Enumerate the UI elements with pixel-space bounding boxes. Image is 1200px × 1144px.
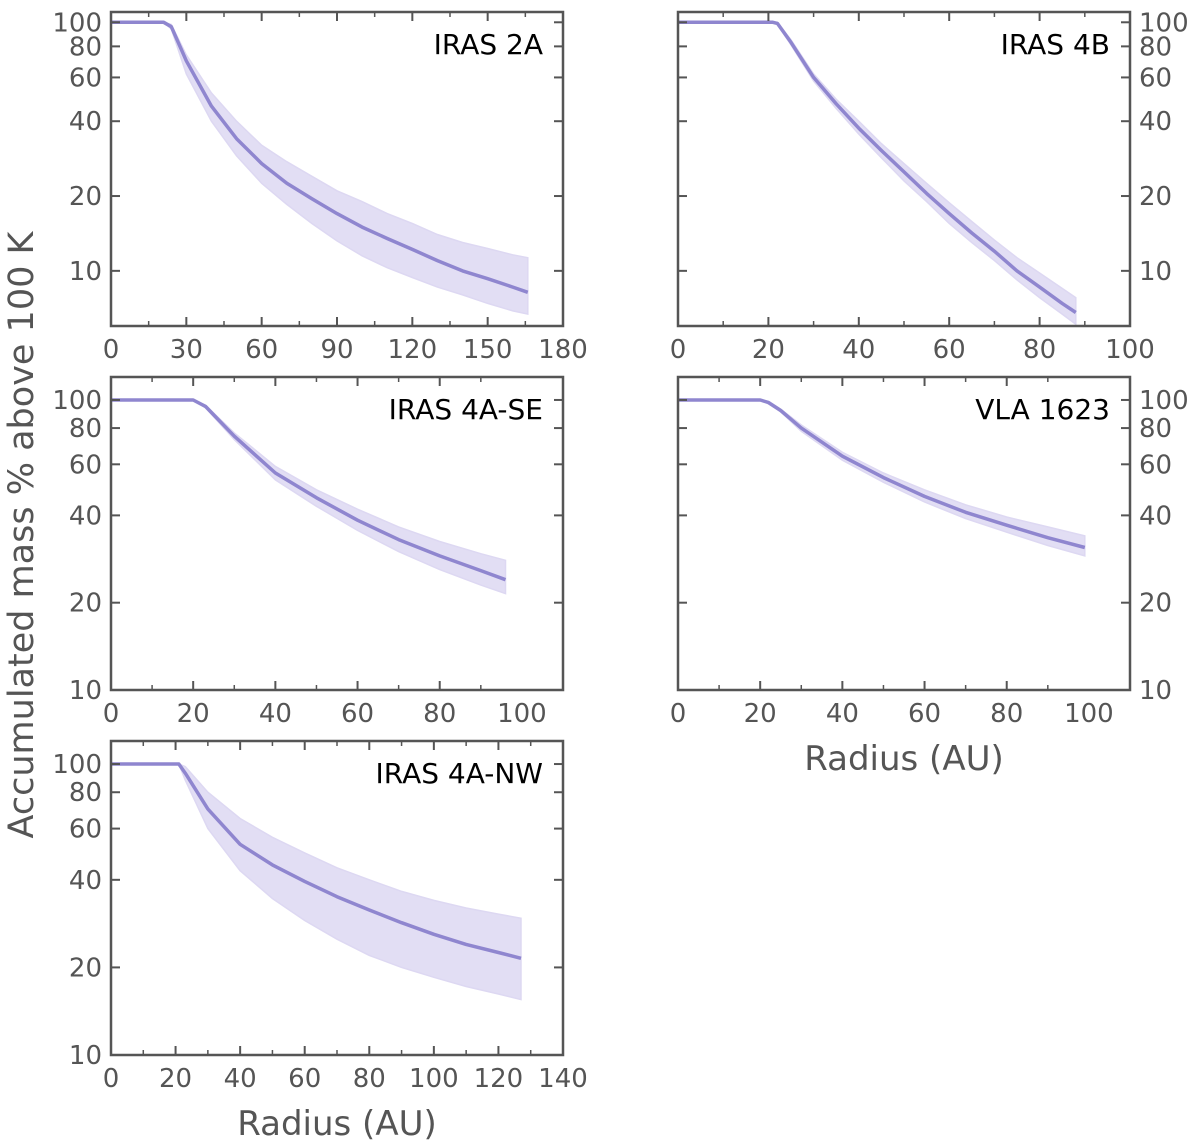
y-tick-label: 60 bbox=[69, 63, 102, 93]
x-tick-label: 100 bbox=[497, 699, 547, 729]
y-tick-label: 100 bbox=[1139, 8, 1189, 38]
median-line bbox=[111, 398, 507, 582]
x-tick-label: 40 bbox=[826, 699, 859, 729]
y-tick-label: 80 bbox=[1139, 414, 1172, 444]
x-tick-label: 40 bbox=[259, 699, 292, 729]
median-line bbox=[111, 20, 529, 294]
y-tick-label: 60 bbox=[1139, 63, 1172, 93]
y-tick-label: 40 bbox=[1139, 501, 1172, 531]
x-tick-label: 20 bbox=[177, 699, 210, 729]
y-tick-label: 40 bbox=[1139, 107, 1172, 137]
x-tick-label: 0 bbox=[103, 699, 120, 729]
y-tick-label: 60 bbox=[69, 450, 102, 480]
x-tick-label: 0 bbox=[670, 699, 687, 729]
x-tick-label: 30 bbox=[170, 335, 203, 365]
x-tick-label: 20 bbox=[159, 1064, 192, 1094]
x-tick-label: 120 bbox=[474, 1064, 524, 1094]
y-tick-label: 10 bbox=[69, 257, 102, 287]
x-tick-label: 120 bbox=[388, 335, 438, 365]
axes-frame bbox=[676, 375, 1132, 692]
x-tick-label: 60 bbox=[288, 1064, 321, 1094]
axes-frame bbox=[109, 375, 565, 692]
y-tick-label: 100 bbox=[52, 386, 102, 416]
y-tick-label: 80 bbox=[69, 32, 102, 62]
x-tick-label: 80 bbox=[353, 1064, 386, 1094]
x-tick-label: 100 bbox=[1105, 335, 1155, 365]
uncertainty-band bbox=[111, 399, 507, 595]
uncertainty-band bbox=[678, 21, 1077, 326]
median-line bbox=[678, 398, 1086, 550]
y-tick-label: 20 bbox=[1139, 182, 1172, 212]
x-tick-label: 0 bbox=[670, 335, 687, 365]
figure-ylabel: Accumulated mass % above 100 K bbox=[2, 231, 42, 839]
x-tick-label: 150 bbox=[463, 335, 513, 365]
x-tick-label: 80 bbox=[990, 699, 1023, 729]
median-line bbox=[678, 20, 1077, 314]
x-tick-label: 60 bbox=[908, 699, 941, 729]
x-tick-label: 90 bbox=[320, 335, 353, 365]
y-tick-label: 20 bbox=[69, 589, 102, 619]
x-tick-label: 20 bbox=[744, 699, 777, 729]
panel-title: IRAS 4A-SE bbox=[389, 393, 543, 426]
panel-title: IRAS 2A bbox=[434, 28, 543, 61]
y-tick-label: 40 bbox=[69, 866, 102, 896]
x-tick-label: 40 bbox=[224, 1064, 257, 1094]
panel-title: VLA 1623 bbox=[975, 393, 1110, 426]
x-tick-label: 0 bbox=[103, 1064, 120, 1094]
y-tick-label: 10 bbox=[1139, 676, 1172, 706]
y-tick-label: 100 bbox=[1139, 386, 1189, 416]
x-tick-label: 60 bbox=[933, 335, 966, 365]
x-axis-label: Radius (AU) bbox=[237, 1104, 436, 1144]
y-tick-label: 20 bbox=[1139, 589, 1172, 619]
uncertainty-band bbox=[111, 21, 529, 316]
y-tick-label: 80 bbox=[69, 414, 102, 444]
median-line bbox=[111, 762, 522, 960]
y-tick-label: 100 bbox=[52, 8, 102, 38]
panel-title: IRAS 4B bbox=[1001, 28, 1110, 61]
x-tick-label: 60 bbox=[245, 335, 278, 365]
x-axis-label: Radius (AU) bbox=[804, 739, 1003, 779]
x-tick-label: 60 bbox=[341, 699, 374, 729]
y-tick-label: 20 bbox=[69, 953, 102, 983]
y-tick-label: 80 bbox=[69, 778, 102, 808]
x-tick-label: 0 bbox=[103, 335, 120, 365]
x-tick-label: 180 bbox=[538, 335, 588, 365]
x-tick-label: 140 bbox=[538, 1064, 588, 1094]
x-tick-label: 100 bbox=[409, 1064, 459, 1094]
y-tick-label: 10 bbox=[1139, 257, 1172, 287]
y-tick-label: 80 bbox=[1139, 32, 1172, 62]
uncertainty-band bbox=[111, 763, 522, 1001]
y-tick-label: 10 bbox=[69, 1041, 102, 1071]
x-tick-label: 20 bbox=[752, 335, 785, 365]
y-tick-label: 20 bbox=[69, 182, 102, 212]
x-tick-label: 40 bbox=[842, 335, 875, 365]
panel-title: IRAS 4A-NW bbox=[376, 757, 544, 790]
y-tick-label: 60 bbox=[1139, 450, 1172, 480]
y-tick-label: 100 bbox=[52, 750, 102, 780]
y-tick-label: 40 bbox=[69, 501, 102, 531]
x-tick-label: 100 bbox=[1064, 699, 1114, 729]
y-tick-label: 10 bbox=[69, 676, 102, 706]
x-tick-label: 80 bbox=[423, 699, 456, 729]
y-tick-label: 60 bbox=[69, 815, 102, 845]
y-tick-label: 40 bbox=[69, 107, 102, 137]
x-tick-label: 80 bbox=[1023, 335, 1056, 365]
